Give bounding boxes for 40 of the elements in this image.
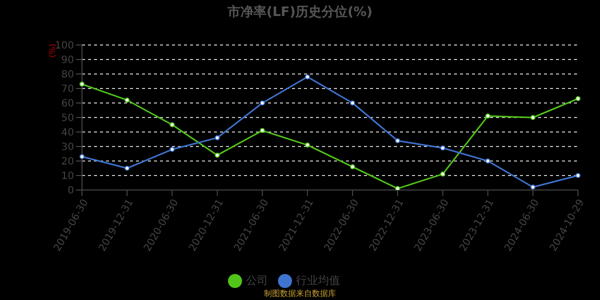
point <box>350 100 356 106</box>
point <box>395 138 400 144</box>
y-tick-label: 70 <box>61 84 74 96</box>
point <box>576 173 580 178</box>
y-tick-label: 100 <box>54 40 74 52</box>
y-tick-label: 0 <box>68 186 74 197</box>
y-tick-label: 80 <box>61 70 74 81</box>
point <box>170 122 175 128</box>
point <box>124 166 130 171</box>
point <box>80 154 84 160</box>
point <box>576 96 580 102</box>
chart-title: 市净率(LF)历史分位(%) <box>226 4 374 21</box>
y-tick-label: 60 <box>61 98 74 110</box>
point <box>440 172 446 177</box>
legend-label: 行业均值 <box>296 274 340 287</box>
point <box>485 158 490 164</box>
y-tick-label: 90 <box>61 55 74 66</box>
point <box>530 184 536 190</box>
y-tick-label: 30 <box>61 142 74 154</box>
point <box>170 146 175 152</box>
point <box>530 115 536 120</box>
y-tick-label: 10 <box>61 171 74 182</box>
point <box>350 164 356 170</box>
point <box>80 82 84 87</box>
legend-label: 公司 <box>246 274 268 287</box>
y-tick-label: 50 <box>61 113 74 124</box>
point <box>214 135 220 140</box>
point <box>260 100 265 106</box>
y-tick-label: 20 <box>61 156 74 168</box>
point <box>304 142 310 148</box>
text: 制图数据来自数据库 <box>263 288 337 299</box>
point <box>214 152 220 158</box>
y-tick-label: 40 <box>61 128 74 139</box>
point <box>304 74 310 80</box>
y-axis-title: (%) <box>48 44 57 58</box>
point <box>124 98 130 103</box>
point <box>440 145 446 150</box>
point <box>485 114 490 119</box>
point <box>260 128 265 134</box>
point <box>395 186 400 190</box>
